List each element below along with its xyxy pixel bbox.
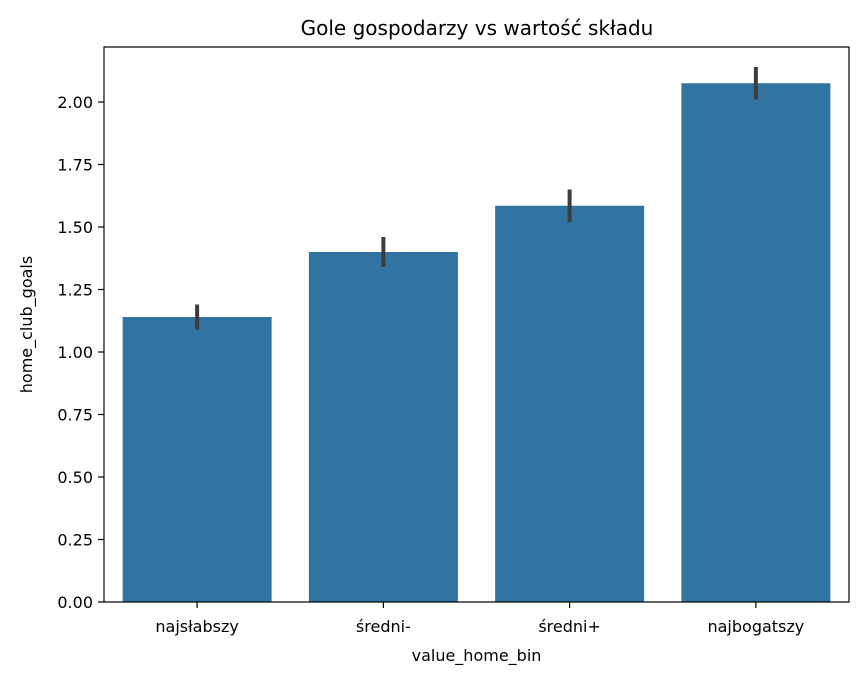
y-tick-label: 0.50 <box>57 468 93 487</box>
x-tick-label: najsłabszy <box>155 617 238 636</box>
y-tick-label: 1.25 <box>57 281 93 300</box>
y-tick-label: 0.00 <box>57 593 93 612</box>
chart-title: Gole gospodarzy vs wartość składu <box>301 16 654 40</box>
y-tick-label: 1.75 <box>57 156 93 175</box>
x-axis: najsłabszy średni-średni+ najbogatszy <box>155 602 804 636</box>
bar <box>122 317 272 602</box>
bar <box>495 205 645 602</box>
y-tick-label: 2.00 <box>57 93 93 112</box>
y-tick-label: 1.00 <box>57 343 93 362</box>
bar <box>681 83 831 602</box>
y-axis-label: home_club_goals <box>17 256 37 393</box>
y-tick-label: 0.25 <box>57 531 93 550</box>
x-axis-label: value_home_bin <box>412 646 542 666</box>
y-tick-label: 0.75 <box>57 406 93 425</box>
x-tick-label: średni- <box>356 617 411 636</box>
y-tick-label: 1.50 <box>57 218 93 237</box>
plot-frame <box>103 46 850 603</box>
bars-group <box>122 83 831 602</box>
bar <box>308 252 458 602</box>
x-tick-label: średni+ <box>538 617 601 636</box>
x-tick-label: najbogatszy <box>707 617 804 636</box>
error-bars-group <box>195 67 758 330</box>
y-axis: 0.00 0.25 0.50 0.75 1.00 1.25 1.50 1.75 2.00 <box>57 93 104 612</box>
